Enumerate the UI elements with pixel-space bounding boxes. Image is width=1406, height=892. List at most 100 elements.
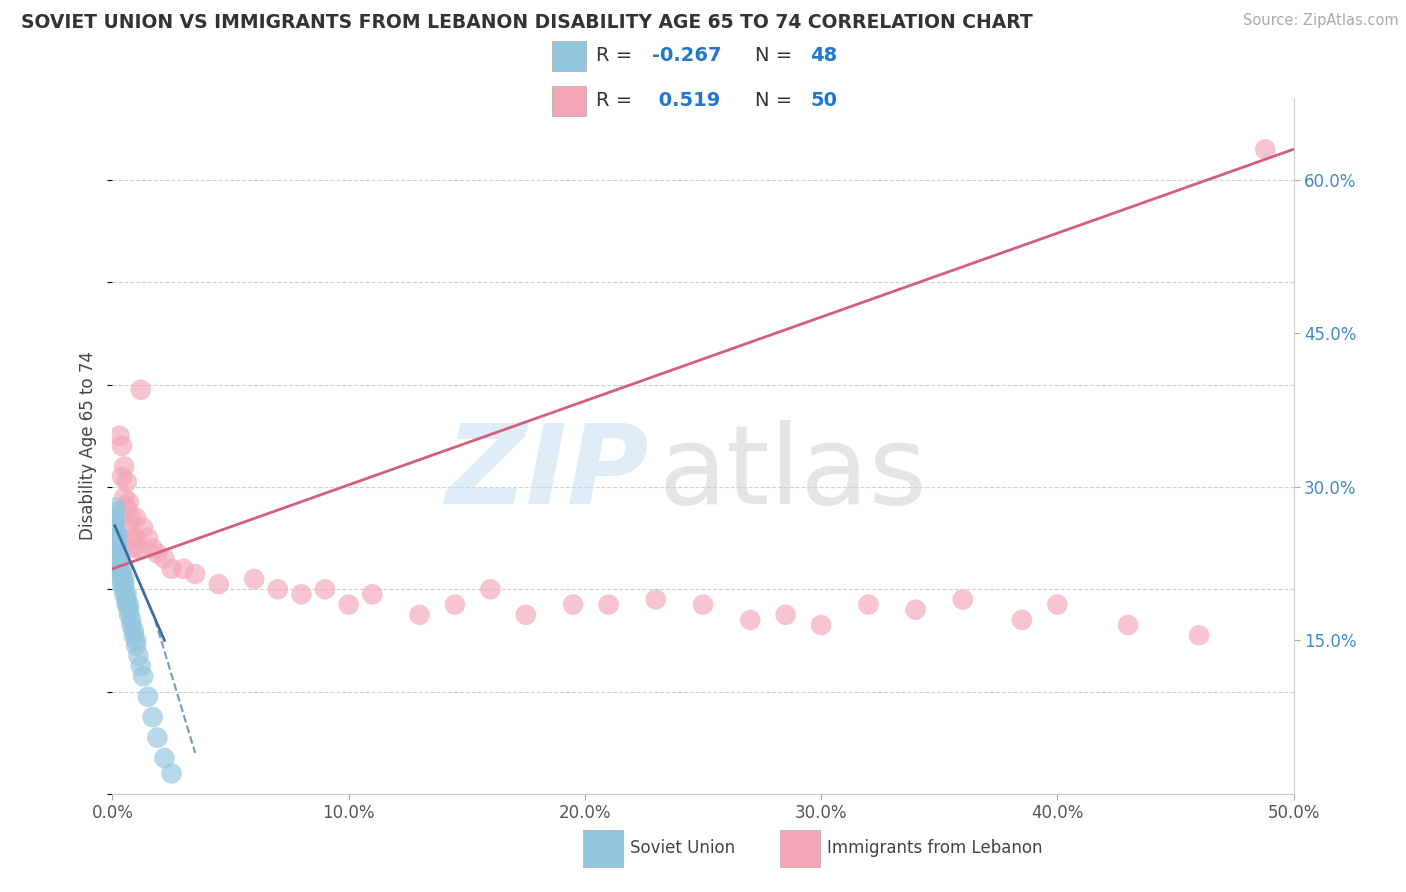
Point [118,603,141,617]
Point [104,500,127,515]
Point [115,592,138,607]
Point [108,566,131,581]
Point [108,546,131,560]
Point [858,598,880,612]
Point [408,607,430,622]
Point [904,603,927,617]
Point [104,531,127,545]
Point [127,541,149,556]
Point [108,562,131,576]
Point [115,587,138,601]
Point [105,531,128,545]
Point [136,690,159,704]
Point [598,598,620,612]
Point [122,628,145,642]
Point [118,598,141,612]
Point [105,526,128,541]
Point [105,536,128,550]
Text: 48: 48 [810,46,837,65]
Point [111,469,134,483]
Point [337,598,360,612]
Point [361,587,384,601]
Point [115,598,138,612]
Point [127,648,149,663]
Point [118,495,141,509]
Point [146,731,169,745]
Point [136,531,159,545]
Point [444,598,467,612]
Point [104,536,127,550]
Point [562,598,585,612]
Point [1046,598,1069,612]
Point [125,510,148,524]
Text: N =: N = [755,46,799,65]
Point [122,541,145,556]
Point [290,587,312,601]
Point [115,500,138,515]
Point [208,577,231,591]
Point [692,598,714,612]
Y-axis label: Disability Age 65 to 74: Disability Age 65 to 74 [79,351,97,541]
Point [122,623,145,637]
Point [125,639,148,653]
Point [129,659,152,673]
Text: 0.519: 0.519 [651,91,720,110]
Point [132,669,155,683]
Text: ZIP: ZIP [446,420,650,527]
Point [1011,613,1033,627]
Point [111,572,134,586]
Point [479,582,502,597]
Text: -0.267: -0.267 [651,46,721,65]
Point [160,766,183,780]
Point [108,557,131,571]
Point [184,566,207,581]
Point [111,566,134,581]
Point [112,490,135,504]
Point [104,510,127,524]
Point [112,587,135,601]
Point [120,510,142,524]
Bar [551,86,586,116]
Point [104,506,127,520]
Point [120,613,142,627]
Bar [551,40,586,70]
Text: N =: N = [755,91,799,110]
Point [142,541,165,556]
Point [1116,618,1139,632]
Point [129,383,152,397]
Point [104,516,127,530]
Point [104,526,127,541]
Point [132,521,155,535]
Point [952,592,974,607]
Text: R =: R = [596,91,638,110]
Point [118,607,141,622]
Point [775,607,797,622]
Point [111,439,134,453]
Point [267,582,290,597]
Point [108,551,131,566]
Point [146,546,169,560]
Point [105,557,128,571]
Point [1254,142,1277,156]
Text: 50: 50 [810,91,837,110]
Point [112,459,135,474]
Point [111,577,134,591]
Point [142,710,165,724]
Point [314,582,336,597]
Point [120,618,142,632]
Point [112,577,135,591]
Point [104,521,127,535]
Point [115,475,138,489]
Text: atlas: atlas [658,420,927,527]
Point [120,531,142,545]
Point [1188,628,1211,642]
Point [125,633,148,648]
Point [160,562,183,576]
Point [105,541,128,556]
Text: SOVIET UNION VS IMMIGRANTS FROM LEBANON DISABILITY AGE 65 TO 74 CORRELATION CHAR: SOVIET UNION VS IMMIGRANTS FROM LEBANON … [21,13,1033,32]
Point [153,751,176,765]
Point [125,531,148,545]
Text: Source: ZipAtlas.com: Source: ZipAtlas.com [1243,13,1399,29]
Point [243,572,266,586]
Point [118,521,141,535]
